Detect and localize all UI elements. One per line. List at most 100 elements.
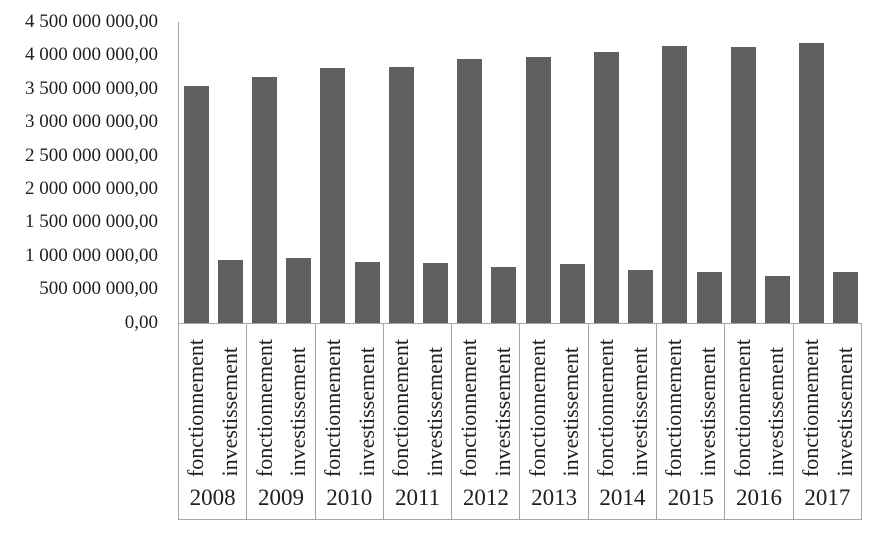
subcategory-cell: fonctionnement <box>179 324 213 477</box>
bar-fonctionnement-2016 <box>730 47 756 323</box>
subcategory-cell: fonctionnement <box>589 324 623 477</box>
year-label-row: 2008 <box>179 477 246 519</box>
subcategory-cell: fonctionnement <box>316 324 350 477</box>
plot-area <box>178 22 862 324</box>
subcategory-label-investissement: investissement <box>695 347 721 477</box>
subcategory-cell: investissement <box>759 324 793 477</box>
bar-fonctionnement-2014 <box>594 51 619 323</box>
bar-fonctionnement-2009 <box>252 77 277 323</box>
bar-fonctionnement-2010 <box>320 67 346 323</box>
subcategory-label-fonctionnement: fonctionnement <box>183 338 209 477</box>
subcategory-labels-row: fonctionnement investissement <box>589 324 656 477</box>
bar-fonctionnement-2017 <box>799 43 825 323</box>
year-label-2015: 2015 <box>667 485 714 510</box>
category-group-2008: fonctionnement investissement 2008 <box>179 324 248 519</box>
subcategory-label-fonctionnement: fonctionnement <box>729 338 755 477</box>
year-label-2016: 2016 <box>736 485 783 510</box>
subcategory-labels-row: fonctionnement investissement <box>657 324 724 477</box>
category-group-2016: fonctionnement investissement 2016 <box>725 324 794 519</box>
subcategory-label-investissement: investissement <box>763 347 789 477</box>
subcategory-cell: fonctionnement <box>384 324 418 477</box>
subcategory-labels-row: fonctionnement investissement <box>316 324 383 477</box>
subcategory-label-fonctionnement: fonctionnement <box>661 338 687 477</box>
subcategory-label-investissement: investissement <box>626 347 652 477</box>
year-label-2010: 2010 <box>326 485 373 510</box>
bar-fonctionnement-2013 <box>525 57 551 323</box>
subcategory-label-investissement: investissement <box>353 347 379 477</box>
y-axis-tick-label: 4 000 000 000,00 <box>25 44 158 66</box>
y-axis-tick-label: 2 000 000 000,00 <box>25 177 158 199</box>
subcategory-cell: investissement <box>827 324 861 477</box>
y-axis-tick-label: 1 000 000 000,00 <box>25 244 158 266</box>
subcategory-cell: investissement <box>349 324 383 477</box>
subcategory-label-fonctionnement: fonctionnement <box>797 338 823 477</box>
bar-fonctionnement-2008 <box>183 85 209 323</box>
subcategory-label-fonctionnement: fonctionnement <box>524 338 550 477</box>
subcategory-label-fonctionnement: fonctionnement <box>456 338 482 477</box>
subcategory-cell: investissement <box>213 324 247 477</box>
subcategory-labels-row: fonctionnement investissement <box>452 324 519 477</box>
category-group-2013: fonctionnement investissement 2013 <box>520 324 589 519</box>
subcategory-label-investissement: investissement <box>285 347 311 477</box>
subcategory-label-investissement: investissement <box>216 347 242 477</box>
y-axis-tick-label: 3 500 000 000,00 <box>25 77 158 99</box>
year-label-row: 2013 <box>520 477 587 519</box>
bar-fonctionnement-2011 <box>388 66 414 323</box>
subcategory-cell: investissement <box>486 324 520 477</box>
y-axis-tick-label: 2 500 000 000,00 <box>25 144 158 166</box>
y-axis-tick-label: 4 500 000 000,00 <box>25 11 158 32</box>
subcategory-cell: fonctionnement <box>247 324 281 477</box>
subcategory-cell: investissement <box>691 324 725 477</box>
subcategory-cell: investissement <box>281 324 315 477</box>
subcategory-cell: investissement <box>554 324 588 477</box>
year-label-2009: 2009 <box>257 485 304 510</box>
subcategory-cell: fonctionnement <box>452 324 486 477</box>
bar-investissement-2013 <box>559 264 585 323</box>
subcategory-labels-row: fonctionnement investissement <box>384 324 451 477</box>
subcategory-labels-row: fonctionnement investissement <box>247 324 314 477</box>
subcategory-label-investissement: investissement <box>490 347 516 477</box>
subcategory-label-fonctionnement: fonctionnement <box>388 338 414 477</box>
year-label-2014: 2014 <box>599 485 646 510</box>
bar-investissement-2012 <box>491 266 517 323</box>
bar-investissement-2014 <box>628 269 654 323</box>
bar-fonctionnement-2012 <box>457 59 483 323</box>
subcategory-cell: fonctionnement <box>794 324 828 477</box>
subcategory-label-fonctionnement: fonctionnement <box>251 338 277 477</box>
category-group-2012: fonctionnement investissement 2012 <box>452 324 521 519</box>
category-group-2017: fonctionnement investissement 2017 <box>794 324 862 519</box>
subcategory-cell: fonctionnement <box>725 324 759 477</box>
year-label-row: 2012 <box>452 477 519 519</box>
category-group-2015: fonctionnement investissement 2015 <box>657 324 726 519</box>
year-label-row: 2016 <box>725 477 792 519</box>
bar-investissement-2016 <box>765 275 790 323</box>
year-label-row: 2009 <box>247 477 314 519</box>
year-label-2011: 2011 <box>394 485 441 510</box>
year-label-row: 2011 <box>384 477 451 519</box>
subcategory-cell: fonctionnement <box>520 324 554 477</box>
y-axis-tick-label: 0,00 <box>124 311 158 333</box>
y-axis-tick-labels: 4 500 000 000,00 4 000 000 000,00 3 500 00… <box>0 0 160 350</box>
year-label-2008: 2008 <box>189 485 236 510</box>
bar-investissement-2017 <box>833 272 859 323</box>
category-group-2011: fonctionnement investissement 2011 <box>384 324 453 519</box>
subcategory-label-investissement: investissement <box>421 347 447 477</box>
subcategory-label-fonctionnement: fonctionnement <box>593 338 619 477</box>
bar-fonctionnement-2015 <box>662 45 688 323</box>
subcategory-cell: investissement <box>418 324 452 477</box>
year-label-2012: 2012 <box>462 485 509 510</box>
subcategory-labels-row: fonctionnement investissement <box>179 324 246 477</box>
subcategory-label-fonctionnement: fonctionnement <box>319 338 345 477</box>
category-group-2014: fonctionnement investissement 2014 <box>589 324 658 519</box>
subcategory-labels-row: fonctionnement investissement <box>794 324 861 477</box>
y-axis-tick-label: 3 000 000 000,00 <box>25 111 158 133</box>
category-axis: fonctionnement investissement 2008 fonction… <box>178 324 862 520</box>
year-label-2017: 2017 <box>804 485 851 510</box>
bar-investissement-2015 <box>696 272 722 323</box>
subcategory-labels-row: fonctionnement investissement <box>520 324 587 477</box>
bar-investissement-2008 <box>217 260 243 323</box>
subcategory-label-investissement: investissement <box>558 347 584 477</box>
subcategory-cell: investissement <box>622 324 656 477</box>
year-label-2013: 2013 <box>531 485 578 510</box>
